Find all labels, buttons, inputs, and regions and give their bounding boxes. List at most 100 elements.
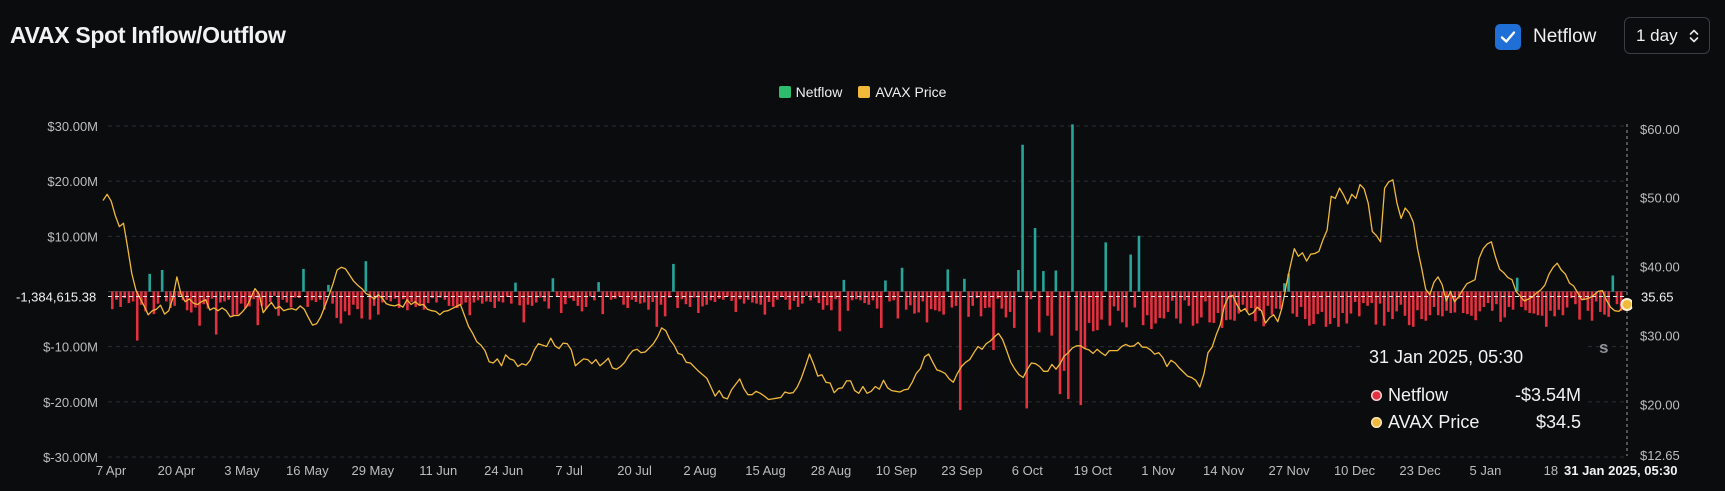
netflow-bar (1145, 291, 1149, 316)
netflow-bar (1320, 291, 1324, 312)
time-range-select[interactable]: 1 day (1624, 17, 1710, 54)
x-tick-label: 7 Jul (555, 463, 583, 478)
netflow-bar (979, 291, 983, 317)
netflow-bar (1582, 291, 1586, 300)
netflow-bar (1216, 291, 1220, 314)
netflow-bar (1087, 291, 1091, 323)
netflow-bar (929, 291, 933, 310)
netflow-bar (202, 291, 206, 305)
netflow-bar (638, 291, 642, 304)
netflow-bar (1474, 291, 1477, 321)
netflow-bar (564, 291, 567, 305)
y-left-tick-label: $-10.00M (43, 340, 98, 355)
netflow-bar (1000, 291, 1004, 309)
x-tick-label: 6 Oct (1012, 463, 1043, 478)
netflow-bar (1166, 291, 1170, 312)
netflow-bar (1241, 291, 1245, 305)
netflow-bar (169, 291, 172, 309)
x-tick-label: 19 Oct (1074, 463, 1113, 478)
netflow-bar (1050, 291, 1053, 336)
netflow-bar (1432, 291, 1436, 307)
netflow-bar (759, 291, 763, 305)
netflow-bar (131, 291, 135, 302)
netflow-bar (996, 291, 999, 299)
netflow-toggle[interactable]: Netflow (1495, 22, 1596, 52)
netflow-bar (1328, 291, 1332, 325)
netflow-bar (988, 291, 991, 308)
netflow-bar (1482, 291, 1486, 307)
netflow-bar (539, 291, 542, 298)
netflow-bar (626, 291, 629, 309)
netflow-bar (697, 291, 700, 314)
netflow-bar (738, 291, 742, 300)
netflow-bar (954, 291, 958, 306)
netflow-bar (1382, 291, 1386, 326)
netflow-bar (1266, 291, 1270, 306)
netflow-bar (356, 291, 359, 310)
netflow-bar (177, 291, 181, 297)
netflow-bar (148, 273, 151, 292)
netflow-bar (426, 291, 430, 304)
netflow-bar (1561, 291, 1565, 316)
netflow-bar (1012, 291, 1016, 328)
netflow-bar (1108, 291, 1112, 326)
y-left-tick-label: $10.00M (47, 229, 98, 244)
netflow-bar (1586, 291, 1590, 311)
netflow-bar (1407, 291, 1411, 326)
netflow-bar (771, 291, 775, 307)
netflow-bar (875, 291, 879, 309)
netflow-bar (331, 291, 334, 304)
netflow-bar (522, 291, 526, 323)
tooltip-dot-price (1371, 417, 1382, 428)
legend-item-price[interactable]: AVAX Price (858, 84, 946, 100)
netflow-bar (1058, 291, 1062, 395)
netflow-checkbox[interactable] (1495, 24, 1521, 50)
netflow-bar (825, 291, 829, 306)
netflow-bar (593, 291, 596, 301)
netflow-bar (1362, 291, 1365, 304)
netflow-bar (555, 291, 559, 298)
netflow-bar (676, 291, 679, 309)
netflow-bar (252, 291, 255, 300)
netflow-bar (514, 282, 517, 292)
netflow-bar (1345, 291, 1349, 324)
netflow-bar (1511, 291, 1515, 310)
netflow-bar (909, 291, 912, 306)
x-tick-label: 27 Nov (1268, 463, 1310, 478)
netflow-bar (505, 291, 509, 298)
netflow-bar (672, 263, 675, 292)
netflow-bar (1133, 291, 1137, 308)
netflow-bar (318, 291, 322, 300)
netflow-bar (784, 291, 787, 300)
netflow-bar (1486, 291, 1490, 304)
netflow-bar (443, 291, 447, 300)
netflow-bar (1116, 291, 1120, 311)
netflow-bar (1416, 291, 1419, 311)
legend-item-netflow[interactable]: Netflow (778, 84, 842, 100)
netflow-bar (1075, 291, 1078, 331)
netflow-bar (1121, 291, 1124, 323)
netflow-bar (119, 291, 122, 307)
netflow-bar (460, 291, 463, 305)
netflow-bar (1033, 228, 1037, 292)
netflow-bar (1461, 291, 1465, 314)
netflow-bar (431, 291, 434, 299)
netflow-bar (489, 291, 492, 302)
netflow-bar (480, 291, 484, 304)
netflow-bar (1079, 291, 1083, 406)
netflow-bar (938, 291, 941, 312)
netflow-bar (734, 291, 738, 312)
netflow-bar (792, 291, 796, 301)
netflow-bar (510, 291, 513, 304)
netflow-bar (1615, 291, 1619, 305)
netflow-bar (1158, 291, 1162, 318)
netflow-bar (1104, 242, 1108, 292)
netflow-bar (343, 291, 347, 312)
x-tick-label: 18 (1544, 463, 1558, 478)
x-tick-label: 14 Nov (1203, 463, 1245, 478)
netflow-bar (1366, 291, 1369, 306)
netflow-bar (1137, 235, 1141, 292)
netflow-bar (1603, 291, 1606, 315)
netflow-bar (992, 291, 995, 350)
